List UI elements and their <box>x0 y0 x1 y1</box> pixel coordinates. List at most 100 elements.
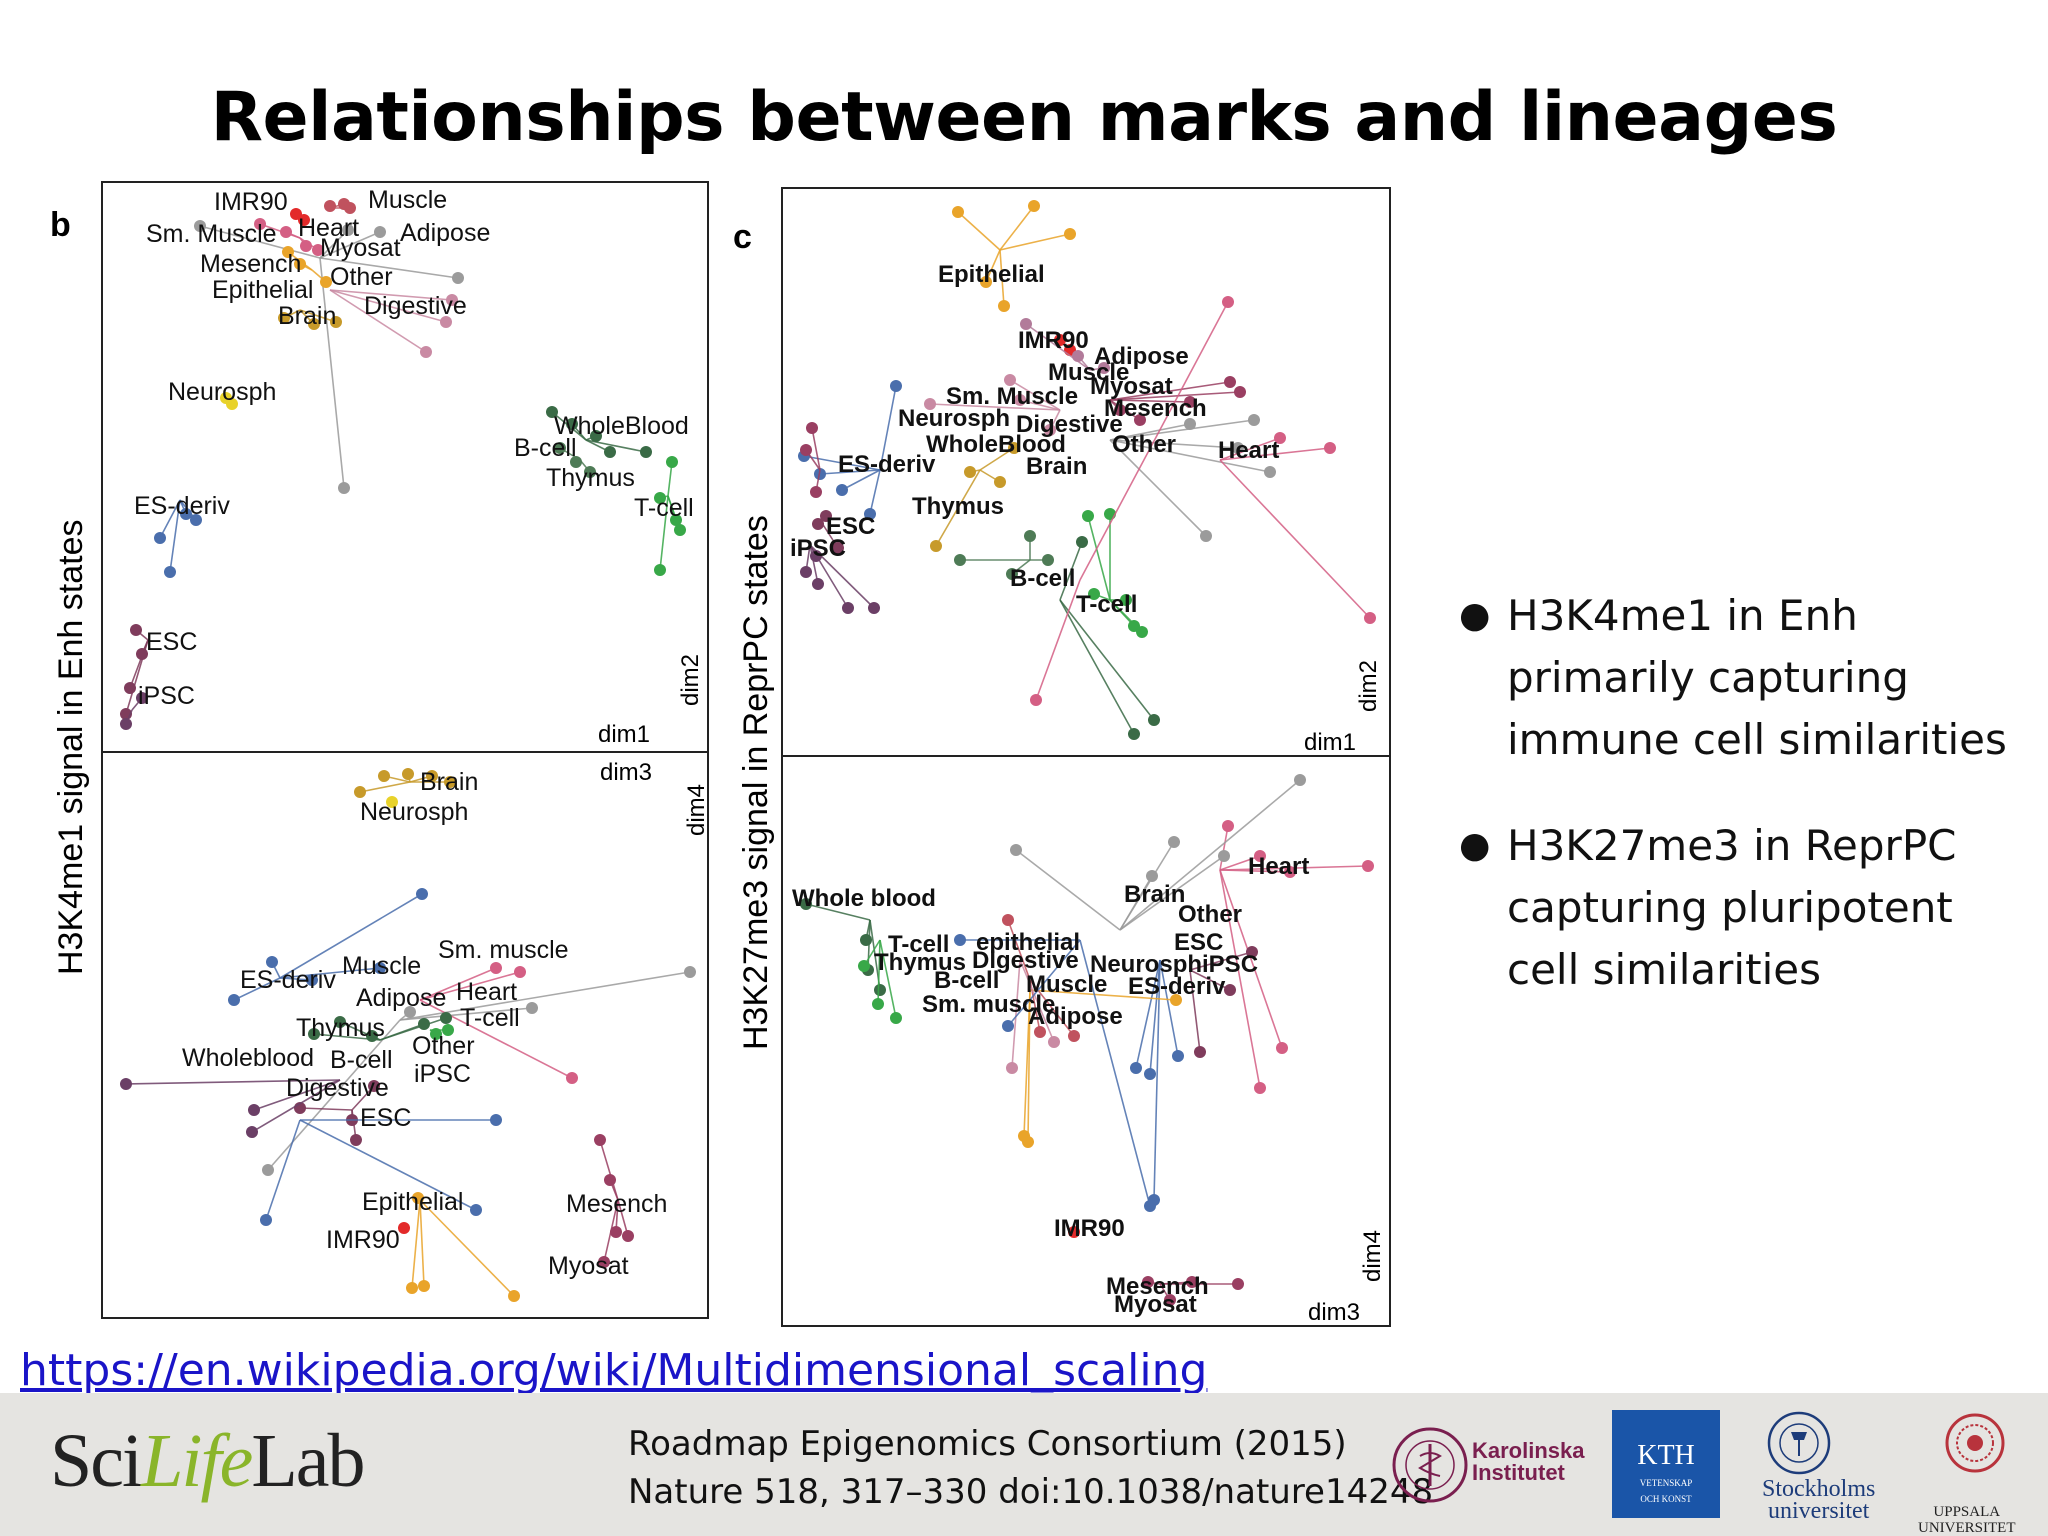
b-bottom-label: Neurosph <box>360 798 468 826</box>
scatter-link <box>1059 541 1083 601</box>
scatter-link <box>259 223 301 239</box>
scatter-point <box>416 888 428 900</box>
b-bottom-label: iPSC <box>414 1060 471 1088</box>
b-top-label: Neurosph <box>168 378 276 406</box>
scatter-point <box>1134 414 1146 426</box>
scatter-point <box>440 1012 452 1024</box>
scatter-point <box>446 294 458 306</box>
c-top-label: Epithelial <box>938 261 1045 288</box>
scatter-point <box>1248 414 1260 426</box>
b-bottom-label: Myosat <box>548 1252 629 1280</box>
scatter-point <box>430 1028 442 1040</box>
scatter-point <box>654 492 666 504</box>
scatter-link <box>279 967 381 979</box>
c-top-label: Heart <box>1218 437 1279 464</box>
scatter-point <box>1218 850 1230 862</box>
scatter-link <box>1079 939 1151 1207</box>
scatter-point <box>1044 424 1056 436</box>
scatter-point <box>640 446 652 458</box>
scatter-point <box>1030 694 1042 706</box>
scatter-point <box>872 998 884 1010</box>
scatter-point <box>684 966 696 978</box>
scatter-point <box>1254 850 1266 862</box>
scatter-point <box>1168 836 1180 848</box>
scatter-link <box>251 1079 341 1133</box>
c-top-label: Muscle <box>1048 359 1129 386</box>
c-bottom-yaxis: dim4 <box>1359 1230 1386 1282</box>
scatter-link <box>617 1199 629 1237</box>
b-top-label: Sm. Muscle <box>146 220 277 248</box>
scatter-link <box>1109 419 1255 441</box>
scatter-point <box>1224 376 1236 388</box>
scatter-link <box>419 1199 515 1297</box>
scatter-point <box>1014 394 1026 406</box>
b-top-label: Epithelial <box>212 276 313 304</box>
scatter-point <box>1194 1046 1206 1058</box>
scatter-point <box>1082 510 1094 522</box>
scatter-point <box>1232 1278 1244 1290</box>
scatter-link <box>841 469 881 491</box>
scatter-link <box>1029 989 1177 1001</box>
scatter-link <box>659 495 669 571</box>
scatter-link <box>1189 969 1231 991</box>
scatter-point <box>228 994 240 1006</box>
scatter-point <box>1222 296 1234 308</box>
b-top-label: ESC <box>146 628 197 656</box>
scatter-link <box>329 289 453 301</box>
scatter-point <box>810 550 822 562</box>
b-top-label: Heart <box>298 214 359 242</box>
scatter-link <box>1109 381 1231 401</box>
scatter-point <box>320 276 332 288</box>
scatter-link <box>319 257 459 279</box>
scatter-link <box>419 967 497 1001</box>
mds-plots: dim1 dim2 dim3 dim4 dim1 dim2 dim3 dim4 … <box>101 181 1391 1327</box>
scatter-point <box>180 508 192 520</box>
scatter-point <box>1274 432 1286 444</box>
scatter-link <box>399 1007 533 1021</box>
uppsala-logo-text: UPPSALA UNIVERSITET <box>1918 1504 2016 1536</box>
c-bottom-xaxis: dim3 <box>1308 1299 1360 1326</box>
scatter-point <box>1186 1276 1198 1288</box>
scatter-point <box>890 1012 902 1024</box>
stockholm-logo-text: Stockholms universitet <box>1762 1476 1876 1524</box>
scatter-point <box>1024 530 1036 542</box>
scatter-point <box>1172 1050 1184 1062</box>
scatter-point <box>1004 374 1016 386</box>
b-top-label: ES-deriv <box>134 492 230 520</box>
scatter-link <box>1015 849 1121 931</box>
scatter-point <box>330 316 342 328</box>
b-bottom-label: Other <box>412 1032 475 1060</box>
scatter-point <box>1028 200 1040 212</box>
scatter-point <box>260 1214 272 1226</box>
scatter-link <box>599 1139 619 1201</box>
scatter-link <box>1035 579 1081 701</box>
c-top-label: T-cell <box>1076 591 1137 618</box>
scatter-point <box>1054 334 1066 346</box>
b-top-label: Mesench <box>200 250 301 278</box>
c-top-label: Adipose <box>1094 343 1189 370</box>
scatter-point <box>604 1174 616 1186</box>
c-bottom-label: Mesench <box>1106 1273 1209 1300</box>
bullet-list: ● H3K4me1 in Enh primarily capturing imm… <box>1455 585 2015 1045</box>
scatter-point <box>452 272 464 284</box>
mds-wikipedia-link[interactable]: https://en.wikipedia.org/wiki/Multidimen… <box>20 1345 1208 1396</box>
stockholm-seal-icon <box>1767 1411 1831 1475</box>
b-top-label: Digestive <box>364 292 467 320</box>
scatter-link <box>1109 439 1207 537</box>
scatter-point <box>306 974 318 986</box>
c-bottom-label: ES-deriv <box>1128 973 1226 1000</box>
c-bottom-label: B-cell <box>934 967 999 994</box>
scatter-point <box>800 898 812 910</box>
scatter-point <box>1006 568 1018 580</box>
panel-c-bottom-frame <box>781 755 1391 1327</box>
c-top-label: Mesench <box>1104 395 1207 422</box>
scatter-point <box>924 398 936 410</box>
b-bottom-label: B-cell <box>330 1046 393 1074</box>
scatter-point <box>402 768 414 780</box>
scatter-point <box>412 1192 424 1204</box>
slide-title: Relationships between marks and lineages <box>210 78 1838 157</box>
c-top-label: Thymus <box>912 493 1004 520</box>
scatter-point <box>1142 1276 1154 1288</box>
c-bottom-label: epithelial <box>976 929 1080 956</box>
scatter-link <box>359 781 411 793</box>
